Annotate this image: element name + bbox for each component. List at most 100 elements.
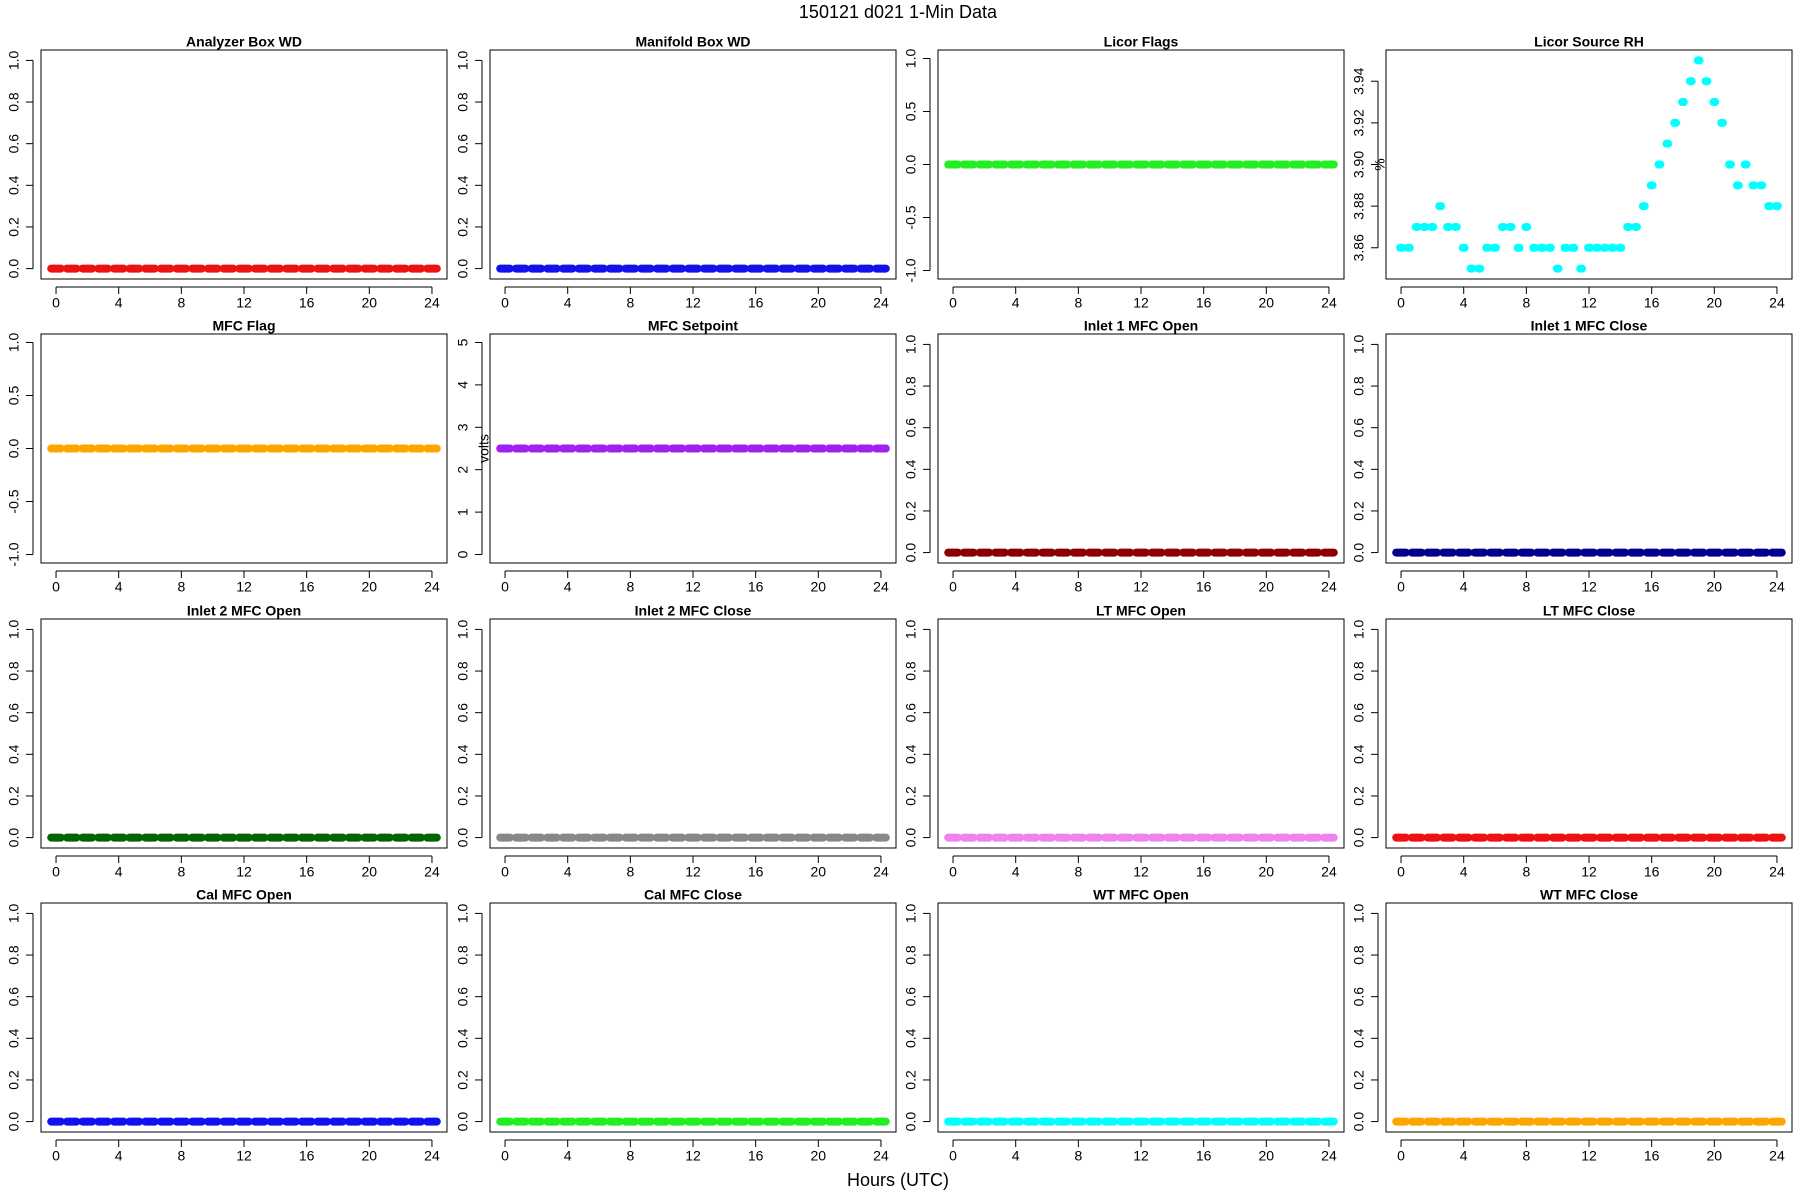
point	[527, 444, 546, 453]
point	[944, 833, 962, 842]
plot-frame	[489, 49, 897, 280]
point	[605, 833, 624, 842]
point	[1591, 243, 1602, 252]
y-tick-label: 0.2	[1351, 1070, 1367, 1090]
y-tick-label: 0.6	[455, 987, 471, 1007]
x-tick-label: 0	[1397, 579, 1405, 595]
point	[1147, 160, 1166, 169]
point	[1100, 1117, 1119, 1126]
point	[991, 1117, 1009, 1126]
x-tick-label: 4	[564, 1148, 572, 1164]
point	[1548, 833, 1567, 842]
x-tick-label: 8	[177, 1148, 185, 1164]
point	[250, 833, 269, 842]
point	[809, 833, 828, 842]
y-tick-label: 0.0	[903, 543, 919, 563]
point	[266, 1117, 285, 1126]
point	[605, 1117, 624, 1126]
point	[1257, 160, 1276, 169]
point	[1022, 160, 1041, 169]
y-tick-label: 5	[455, 338, 471, 346]
plot-frame	[1385, 902, 1793, 1133]
point	[1396, 243, 1406, 252]
point	[1116, 160, 1135, 169]
x-tick-label: 20	[1707, 295, 1723, 311]
point	[959, 548, 978, 557]
y-tick-label: -0.5	[903, 205, 919, 229]
point	[668, 833, 687, 842]
point	[235, 1117, 253, 1126]
y-tick-label: 0.4	[6, 175, 22, 195]
point	[715, 444, 734, 453]
point	[1257, 833, 1276, 842]
y-tick-label: 0.6	[6, 987, 22, 1007]
point	[1611, 548, 1630, 557]
point	[1482, 243, 1493, 252]
panel-title: Analyzer Box WD	[186, 34, 302, 50]
point	[1100, 160, 1119, 169]
point	[1689, 1117, 1708, 1126]
point	[1226, 160, 1244, 169]
x-tick-label: 16	[299, 295, 315, 311]
point	[699, 1117, 718, 1126]
x-tick-label: 0	[949, 295, 957, 311]
y-tick-label: 0.2	[1351, 501, 1367, 521]
x-tick-label: 24	[873, 295, 889, 311]
point	[313, 833, 332, 842]
y-tick-label: 0.8	[455, 945, 471, 965]
x-tick-label: 8	[626, 295, 634, 311]
point	[376, 833, 394, 842]
point	[1474, 264, 1485, 273]
point	[1580, 548, 1598, 557]
point	[793, 833, 812, 842]
x-tick-label: 24	[1321, 579, 1337, 595]
point	[1320, 833, 1338, 842]
x-tick-label: 24	[1321, 295, 1337, 311]
x-tick-label: 4	[564, 864, 572, 880]
point	[109, 264, 128, 273]
y-tick-label: 0.0	[6, 1112, 22, 1132]
point	[1439, 548, 1457, 557]
y-tick-label: 1.0	[6, 903, 22, 923]
point	[975, 1117, 994, 1126]
y-tick-label: 0.6	[903, 703, 919, 723]
point	[1179, 833, 1197, 842]
y-tick-label: 1.0	[1351, 334, 1367, 354]
point	[1533, 1117, 1551, 1126]
x-tick-label: 12	[1581, 1148, 1597, 1164]
y-tick-label: 0.0	[455, 828, 471, 848]
point	[1533, 833, 1551, 842]
point	[1179, 160, 1197, 169]
y-tick-label: 3	[455, 423, 471, 431]
point	[391, 833, 410, 842]
x-tick-label: 4	[1012, 295, 1020, 311]
point	[125, 1117, 144, 1126]
y-tick-label: 0.2	[455, 1070, 471, 1090]
y-tick-label: 0.4	[455, 744, 471, 764]
panel-title: MFC Flag	[213, 318, 276, 334]
point	[1584, 243, 1594, 252]
point	[297, 1117, 316, 1126]
point	[391, 444, 410, 453]
x-tick-label: 16	[748, 1148, 764, 1164]
point	[746, 264, 765, 273]
plot-frame	[937, 49, 1345, 280]
x-tick-label: 0	[501, 1148, 509, 1164]
y-tick-label: 0.6	[6, 703, 22, 723]
point	[840, 264, 859, 273]
x-tick-label: 8	[1522, 295, 1530, 311]
x-tick-label: 24	[1769, 864, 1785, 880]
point	[125, 444, 144, 453]
point	[1179, 1117, 1197, 1126]
point	[496, 833, 514, 842]
point	[1721, 833, 1739, 842]
point	[1580, 833, 1598, 842]
point	[313, 1117, 332, 1126]
x-tick-label: 16	[748, 864, 764, 880]
x-tick-label: 24	[424, 295, 440, 311]
point	[266, 833, 285, 842]
point	[1552, 264, 1563, 273]
point	[1689, 833, 1708, 842]
point	[1466, 264, 1477, 273]
point	[313, 444, 332, 453]
